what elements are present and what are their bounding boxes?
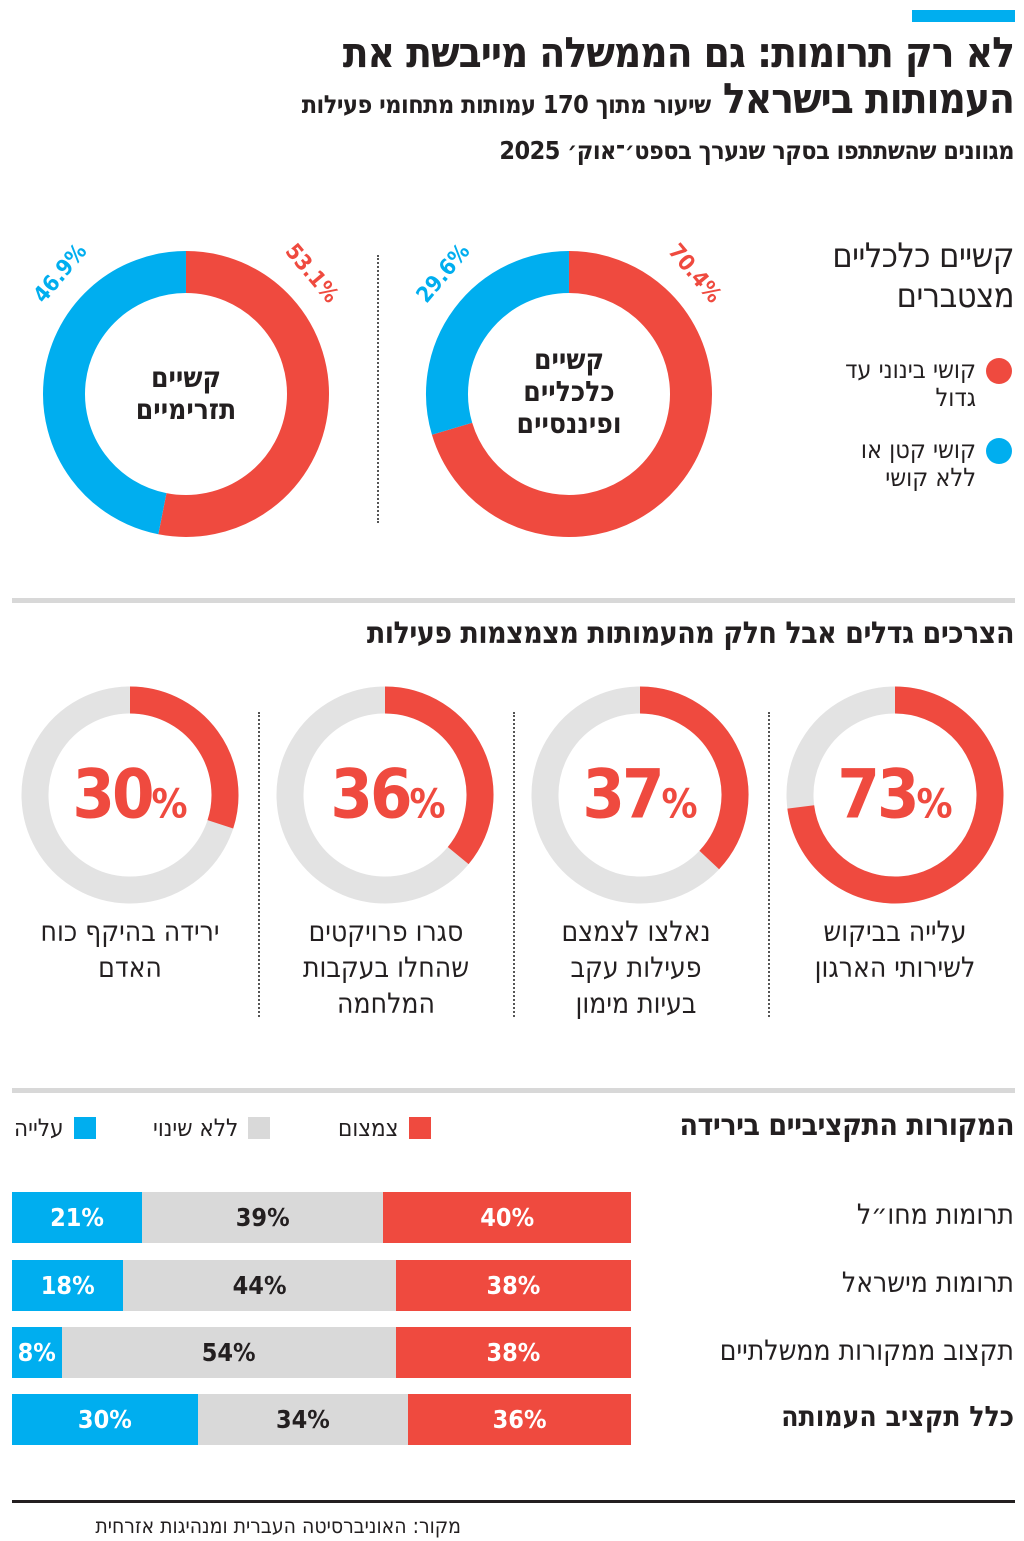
bar-segment-increase: 8% [12, 1327, 62, 1378]
donut-center-label-financial: קשיים כלכליים ופיננסיים [516, 343, 622, 440]
bar-value-label: 34% [275, 1405, 330, 1434]
stat-number: 37 [582, 755, 664, 835]
stat-caption: סגרו פרויקטים שהחלו בעקבות המלחמה [302, 915, 470, 1020]
donut-slice [158, 251, 329, 537]
donut-slice [431, 251, 712, 537]
bar-segment-increase: 30% [12, 1394, 198, 1445]
stat-value: 37% [582, 756, 697, 835]
bar-value-label: 8% [17, 1338, 56, 1367]
dotted-separator [513, 712, 515, 1017]
stat-value: 30% [72, 756, 187, 835]
blue-dot-icon [986, 438, 1012, 464]
bar-value-label: 38% [486, 1271, 541, 1300]
subtitle: מגוונים שהשתתפו בסקר שנערך בספט׳־אוק׳ 20… [499, 136, 1014, 165]
stat-caption: עלייה בביקוש לשירותי הארגון [814, 915, 976, 984]
section-divider [12, 1088, 1015, 1093]
gauge-fill [129, 686, 239, 829]
title-line-2: העמותות בישראל שיעור מתוך 170 עמותות מתח… [301, 74, 1015, 128]
title-line-2-text: העמותות בישראל [722, 74, 1015, 123]
bar-segment-decrease: 40% [383, 1192, 631, 1243]
stat-number: 36 [330, 755, 412, 835]
stat-number: 73 [837, 755, 919, 835]
bar-value-label: 44% [232, 1271, 287, 1300]
bar-segment-increase: 18% [12, 1260, 124, 1311]
bar-category-label: כלל תקציב העמותה [781, 1400, 1014, 1433]
legend-item-small-or-none: קושי קטן או ללא קושי [832, 436, 1012, 492]
red-square-icon [408, 1117, 431, 1139]
bar-segment-no-change: 39% [141, 1192, 384, 1243]
footer-rule [12, 1500, 1015, 1503]
section2-title: הצרכים גדלים אבל חלק מהעמותות מצמצמות פע… [366, 616, 1015, 651]
gauge-fill [787, 686, 1004, 904]
bar-segment-no-change: 34% [197, 1394, 409, 1445]
stat-caption: נאלצו לצמצם פעילות עקב בעיות מימון [561, 915, 711, 1020]
bar-category-label: תקצוב ממקורות ממשלתיים [719, 1334, 1014, 1367]
gauge-fill [639, 686, 749, 870]
bar-value-label: 18% [40, 1271, 95, 1300]
donut-center-label-cashflow: קשיים תזרימיים [135, 361, 237, 426]
dotted-separator [258, 712, 260, 1017]
legend-label: ללא שינוי [153, 1114, 239, 1142]
legend-label: צמצום [338, 1114, 399, 1142]
bar-segment-decrease: 36% [408, 1394, 631, 1445]
bar-value-label: 21% [50, 1203, 104, 1232]
bar-value-label: 30% [77, 1405, 132, 1434]
bar-segment-increase: 21% [12, 1192, 142, 1243]
legend-item-increase: עלייה [14, 1114, 96, 1142]
dotted-separator [377, 255, 379, 523]
bar-segment-no-change: 44% [123, 1260, 396, 1311]
legend-item-moderate-to-large: קושי בינוני עד גדול [832, 356, 1012, 412]
stat-unit: % [151, 781, 188, 828]
section3-title: המקורות התקציביים בירידה [679, 1108, 1015, 1143]
accent-bar [912, 10, 1015, 22]
legend-label: קושי בינוני עד גדול [845, 355, 976, 412]
legend-label: עלייה [14, 1114, 64, 1142]
legend-item-no-change: ללא שינוי [153, 1114, 271, 1142]
bar-value-label: 39% [235, 1203, 290, 1232]
stat-unit: % [409, 781, 446, 828]
bar-segment-no-change: 54% [61, 1327, 396, 1378]
dotted-separator [768, 712, 770, 1017]
donut-slice [426, 251, 570, 435]
legend-item-decrease: צמצום [338, 1114, 431, 1142]
section-divider [12, 598, 1015, 603]
bar-category-label: תרומות מישראל [841, 1266, 1014, 1299]
bar-category-label: תרומות מחו״ל [856, 1198, 1014, 1231]
subtitle-inline: שיעור מתוך 170 עמותות מתחומי פעילות [301, 90, 712, 119]
gray-square-icon [248, 1117, 271, 1139]
bar-value-label: 36% [492, 1405, 547, 1434]
stat-number: 30 [72, 755, 154, 835]
stat-caption: ירידה בהיקף כוח האדם [40, 915, 220, 984]
stat-value: 73% [837, 756, 952, 835]
title-line-1: לא רק תרומות: גם הממשלה מייבשת את [342, 28, 1015, 77]
stat-value: 36% [330, 756, 445, 835]
source-note: מקור: האוניברסיטה העברית ומנהיגות אזרחית [95, 1514, 461, 1538]
bar-value-label: 40% [480, 1203, 535, 1232]
bar-value-label: 54% [201, 1338, 256, 1367]
red-dot-icon [986, 358, 1012, 384]
donut-slice [43, 251, 187, 535]
stat-unit: % [661, 781, 698, 828]
bar-segment-decrease: 38% [395, 1260, 631, 1311]
gauge-fill [384, 686, 494, 865]
bar-segment-decrease: 38% [395, 1327, 631, 1378]
stat-unit: % [916, 781, 953, 828]
page-title: לא רק תרומות: גם הממשלה מייבשת את העמותו… [301, 28, 1015, 128]
section1-title: קשיים כלכליים מצטברים [832, 236, 1014, 316]
blue-square-icon [73, 1117, 96, 1139]
legend-label: קושי קטן או ללא קושי [860, 435, 976, 492]
bar-value-label: 38% [486, 1338, 541, 1367]
